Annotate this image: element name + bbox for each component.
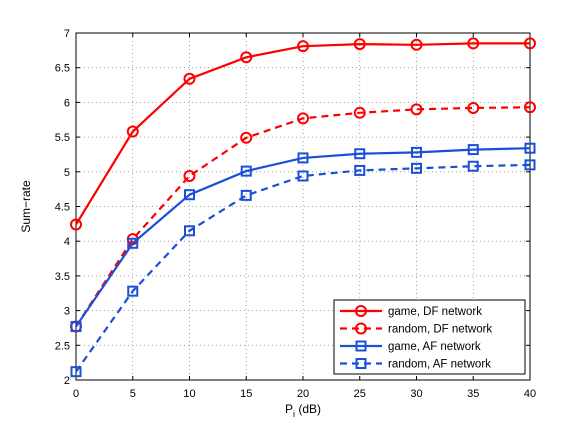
series-line xyxy=(75,147,531,328)
x-tick-label: 25 xyxy=(354,388,366,400)
data-point-marker xyxy=(411,146,422,158)
data-point-marker xyxy=(355,305,367,317)
legend-item: game, AF network xyxy=(340,340,481,353)
series-2 xyxy=(70,142,536,333)
data-point-marker xyxy=(410,38,423,51)
data-point-marker xyxy=(127,285,139,297)
legend-item: game, DF network xyxy=(340,305,482,318)
x-tick-label: 40 xyxy=(524,388,536,400)
data-point-marker xyxy=(355,322,367,335)
data-point-marker xyxy=(355,358,367,369)
data-point-marker xyxy=(411,162,422,174)
data-point-marker xyxy=(126,125,139,138)
series-1 xyxy=(70,101,536,333)
x-tick-label: 35 xyxy=(467,388,479,400)
data-point-marker xyxy=(297,152,309,164)
y-tick-label: 2.5 xyxy=(55,340,70,352)
data-point-marker xyxy=(184,225,195,237)
data-point-marker xyxy=(467,160,479,172)
legend-label: random, AF network xyxy=(388,359,491,371)
x-axis-label-unit: (dB) xyxy=(295,402,321,416)
data-point-marker xyxy=(184,189,195,201)
y-axis-label: Sum−rate xyxy=(19,180,33,233)
x-tick-label: 30 xyxy=(410,388,422,400)
data-point-marker xyxy=(240,51,253,64)
x-tick-label: 5 xyxy=(130,388,136,400)
data-point-marker xyxy=(70,218,82,231)
data-point-marker xyxy=(353,38,366,51)
data-point-marker xyxy=(524,159,536,171)
data-point-marker xyxy=(524,37,536,50)
data-point-marker xyxy=(524,101,536,114)
data-point-marker xyxy=(410,103,423,116)
data-point-marker xyxy=(70,366,82,378)
y-tick-label: 3 xyxy=(64,306,70,318)
series xyxy=(70,37,536,378)
series-3 xyxy=(70,159,536,378)
data-point-marker xyxy=(353,106,366,119)
axis-ticks: 0 5 10 15 20 25 30 35 40 2 2.5 3 3.5 4 4.5 5 5.5 6 6.5 7 xyxy=(55,28,536,400)
series-line xyxy=(75,42,530,226)
series-line xyxy=(75,106,531,328)
data-point-marker xyxy=(183,72,196,85)
data-point-marker xyxy=(467,144,479,156)
data-point-marker xyxy=(240,131,253,144)
y-tick-label: 4.5 xyxy=(55,202,70,214)
data-point-marker xyxy=(297,170,309,182)
legend-label: game, DF network xyxy=(388,306,482,318)
x-tick-label: 15 xyxy=(240,388,252,400)
legend-item: random, DF network xyxy=(340,322,492,336)
x-axis-label: Pi (dB) xyxy=(285,402,321,419)
y-tick-label: 4 xyxy=(64,236,70,248)
y-tick-label: 3.5 xyxy=(55,271,70,283)
y-tick-label: 7 xyxy=(64,28,70,40)
x-tick-label: 0 xyxy=(73,388,79,400)
data-point-marker xyxy=(240,165,252,177)
x-axis-label-main: P xyxy=(285,402,293,416)
y-tick-label: 2 xyxy=(64,375,70,387)
data-point-marker xyxy=(240,189,252,201)
data-point-marker xyxy=(297,112,309,125)
data-point-marker xyxy=(127,237,139,249)
y-tick-label: 6 xyxy=(64,97,70,109)
data-point-marker xyxy=(183,169,196,182)
series-line xyxy=(75,163,531,373)
data-point-marker xyxy=(354,164,366,176)
data-point-marker xyxy=(467,37,480,50)
data-point-marker xyxy=(524,142,536,154)
data-point-marker xyxy=(70,321,82,333)
data-point-marker xyxy=(467,101,480,114)
data-point-marker xyxy=(297,40,309,53)
legend-label: game, AF network xyxy=(388,341,481,353)
x-tick-label: 10 xyxy=(183,388,195,400)
x-tick-label: 20 xyxy=(297,388,309,400)
legend-label: random, DF network xyxy=(388,324,492,336)
series-0 xyxy=(70,37,536,231)
y-tick-label: 5 xyxy=(64,167,70,179)
legend-item: random, AF network xyxy=(340,358,491,371)
x-axis-label-subscript: i xyxy=(293,409,295,419)
data-point-marker xyxy=(354,148,366,160)
data-point-marker xyxy=(355,340,367,352)
y-tick-label: 6.5 xyxy=(55,63,70,75)
legend: game, DF network random, DF network game, … xyxy=(333,299,526,375)
y-tick-label: 5.5 xyxy=(55,132,70,144)
